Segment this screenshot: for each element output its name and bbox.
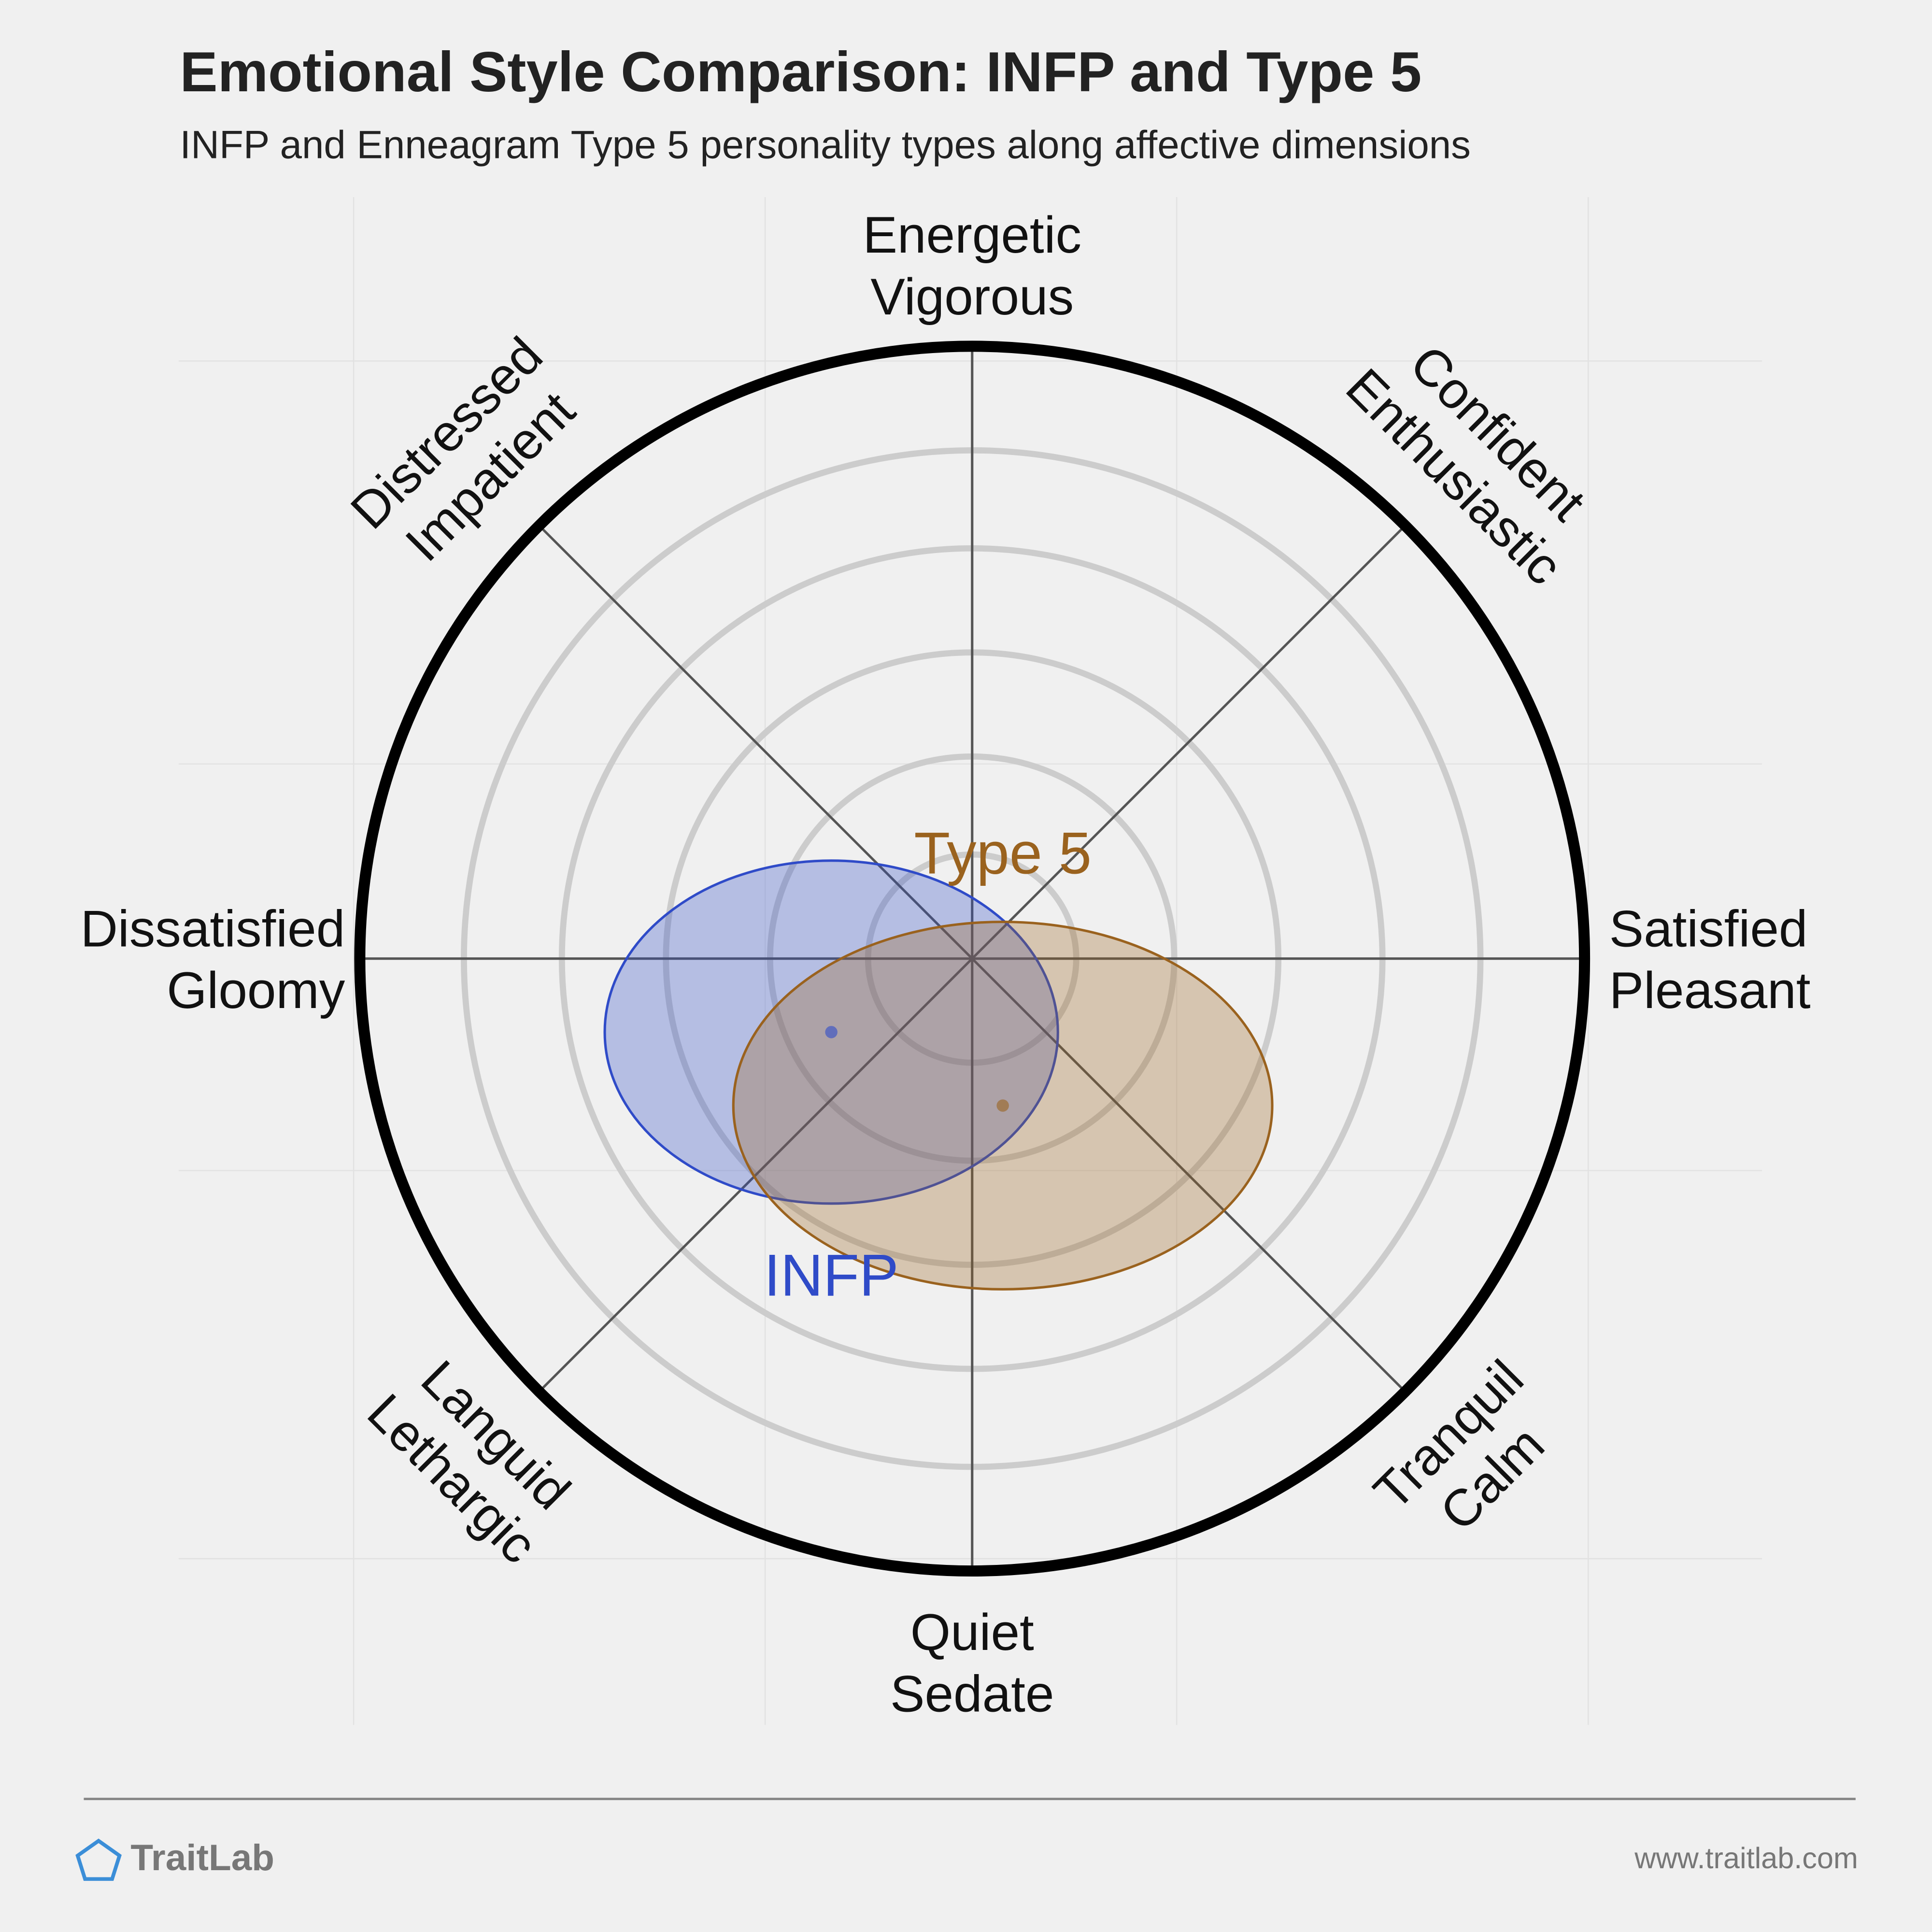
axis-spoke (971, 957, 1406, 1393)
brand-logo (75, 1838, 122, 1881)
axis-spoke (538, 525, 973, 960)
axis-label-line: Satisfied (1609, 899, 1808, 957)
axis-spoke (538, 957, 973, 1393)
brand: TraitLab (130, 1837, 274, 1878)
type-center (825, 1026, 838, 1038)
url: www.traitlab.com (1634, 1842, 1858, 1875)
type-center (996, 1099, 1009, 1112)
axis-label-line: Energetic (863, 206, 1081, 264)
axis-label-line: Pleasant (1609, 961, 1811, 1019)
legend-label: Type 5 (914, 820, 1092, 886)
axis-label-line: Vigorous (870, 268, 1074, 326)
axis-label-line: Gloomy (167, 961, 345, 1019)
axis-label-line: Dissatisfied (81, 899, 345, 957)
legend-label: INFP (764, 1242, 899, 1308)
axis-spoke (971, 525, 1406, 960)
chart-title: Emotional Style Comparison: INFP and Typ… (180, 40, 1421, 103)
axis-label-line: Quiet (910, 1603, 1034, 1661)
chart-subtitle: INFP and Enneagram Type 5 personality ty… (180, 123, 1471, 167)
axis-label-line: Sedate (890, 1665, 1054, 1723)
outer-ring (354, 341, 1591, 1577)
